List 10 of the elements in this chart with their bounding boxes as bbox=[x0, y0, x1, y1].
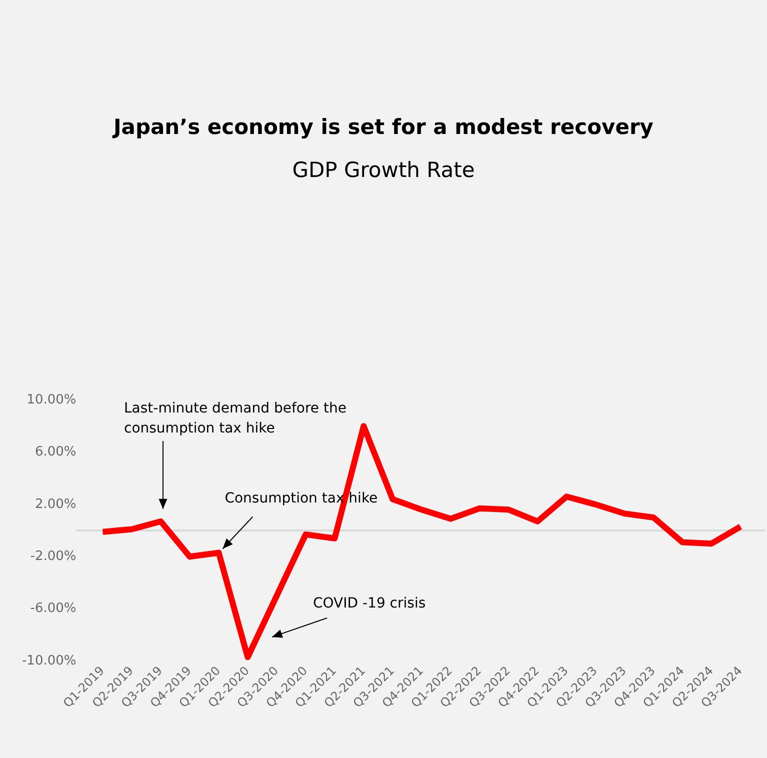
chart-title: Japan’s economy is set for a modest recovery bbox=[111, 115, 654, 139]
y-tick-label: 10.00% bbox=[26, 392, 76, 408]
y-tick-label: -10.00% bbox=[22, 653, 76, 668]
annotation: Last-minute demand before the consumption tax hike bbox=[124, 400, 346, 437]
y-tick-label: 6.00% bbox=[34, 444, 76, 460]
annotation: COVID -19 crisis bbox=[313, 596, 426, 612]
y-tick-label: -2.00% bbox=[30, 549, 76, 564]
y-tick-label: 2.00% bbox=[34, 496, 76, 512]
chart-subtitle: GDP Growth Rate bbox=[291, 158, 476, 182]
y-tick-label: -6.00% bbox=[30, 601, 76, 616]
